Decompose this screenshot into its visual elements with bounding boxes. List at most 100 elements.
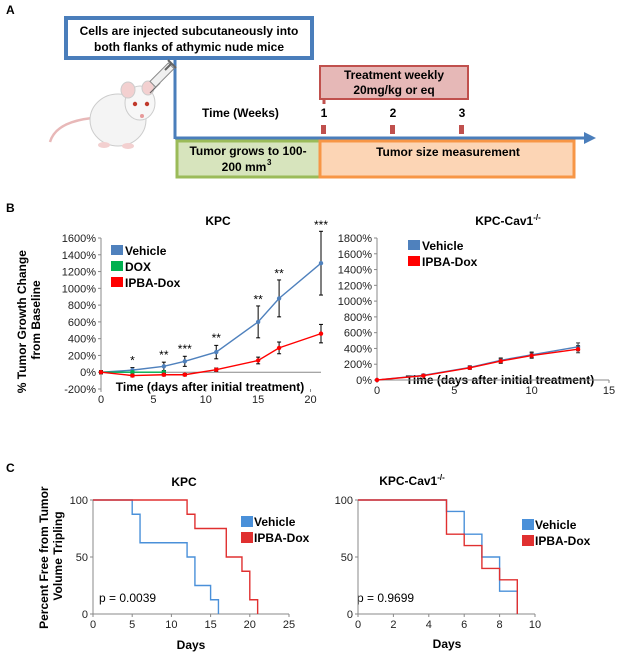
tumor-growth-text-line-1: Tumor grows to 100- (189, 144, 306, 158)
injection-text-line-1: Cells are injected subcutaneously into (80, 24, 299, 38)
x-tick-label-0: 0 (98, 394, 104, 406)
time-weeks-label: Time (Weeks) (202, 106, 279, 120)
chart-kpc-survival: KPC Percent Free from Tumor Volume Tripl… (37, 475, 310, 652)
chart-title-text: KPC-Cav1 (475, 214, 533, 228)
x-tick-label-8: 8 (497, 619, 503, 631)
x-axis-label: Time (days after initial treatment) (116, 380, 305, 394)
chart-title-superscript: -/- (533, 213, 541, 222)
data-point-ipba-dox (214, 367, 219, 372)
data-point-ipba-dox (575, 347, 581, 352)
survival-curve-vehicle (93, 499, 220, 614)
tumor-growth-superscript: 3 (267, 158, 272, 167)
y-tick-label-0: 0% (356, 375, 372, 387)
panel-label-a: A (6, 3, 15, 17)
legend-label-vehicle: Vehicle (422, 239, 464, 253)
y-tick-label-1600: 1600% (62, 233, 96, 245)
data-point-vehicle (255, 319, 261, 325)
x-axis-label: Days (177, 638, 206, 652)
legend-label-ipba-dox: IPBA-Dox (535, 534, 591, 548)
y-tick-label-800: 800% (68, 300, 96, 312)
chart-title-superscript: -/- (437, 473, 445, 482)
y-tick-label-0: 0 (347, 609, 353, 621)
chart-kpc-cav1-survival: KPC-Cav1-/- Days p = 0.9699 0 50 100 0 2 4 6 8 1… (335, 473, 591, 651)
y-axis-label: % Tumor Growth Change from Baseline (15, 247, 43, 393)
data-point-vehicle (276, 296, 282, 301)
x-tick-label-0: 0 (355, 619, 361, 631)
injection-text-line-2: both flanks of athymic nude mice (94, 40, 284, 54)
legend-label-ipba-dox: IPBA-Dox (422, 255, 478, 269)
y-tick-label-0: 0 (82, 609, 88, 621)
x-tick-label-0: 0 (374, 385, 380, 397)
y-axis-label-line-2: Volume Tripling (51, 511, 65, 600)
y-tick-label-1000: 1000% (338, 296, 372, 308)
series-line-ipba-dox (100, 332, 322, 377)
x-tick-label-5: 5 (129, 619, 135, 631)
data-point-ipba-dox (98, 370, 104, 375)
x-tick-label-25: 25 (283, 619, 295, 631)
chart-title: KPC-Cav1-/- (475, 213, 541, 228)
y-tick-label-1200: 1200% (62, 267, 96, 279)
x-tick-label-10: 10 (200, 394, 212, 406)
y-tick-label-50: 50 (76, 552, 88, 564)
y-tick-label-600: 600% (68, 317, 96, 329)
y-tick-label-400: 400% (344, 343, 372, 355)
legend-swatch-ipba-dox (241, 532, 253, 543)
legend-label-vehicle: Vehicle (125, 244, 167, 258)
survival-curve-ipba-dox (93, 499, 259, 614)
significance-marker: ** (253, 292, 263, 306)
week-tick-mark-3 (459, 125, 464, 134)
legend-label-ipba-dox: IPBA-Dox (254, 531, 310, 545)
x-tick-label-15: 15 (603, 385, 615, 397)
chart-kpc-tumor-growth: KPC % Tumor Growth Change from Baseline … (15, 214, 328, 406)
y-axis-label: Percent Free from Tumor Volume Tripling (37, 483, 65, 629)
y-tick-label-1200: 1200% (338, 280, 372, 292)
y-tick-label-1000: 1000% (62, 283, 96, 295)
x-tick-label-5: 5 (150, 394, 156, 406)
legend-swatch-vehicle (241, 516, 253, 527)
data-point-vehicle (161, 364, 167, 369)
legend-label-ipba-dox: IPBA-Dox (125, 276, 181, 290)
data-point-ipba-dox (467, 365, 472, 370)
y-axis-label-line-2: from Baseline (29, 280, 43, 360)
data-point-ipba-dox (276, 345, 282, 351)
treatment-box (319, 65, 469, 100)
legend: Vehicle DOX IPBA-Dox (111, 244, 181, 290)
p-value: p = 0.9699 (357, 591, 414, 605)
legend-swatch-vehicle (111, 245, 123, 255)
tumor-growth-text-line-2: 200 mm (222, 160, 267, 174)
data-point-vehicle (214, 349, 219, 355)
legend-swatch-vehicle (408, 240, 420, 250)
legend-swatch-ipba-dox (408, 256, 420, 266)
y-tick-label-200: 200% (68, 350, 96, 362)
timeline-arrowhead-icon (584, 132, 596, 144)
x-tick-label-4: 4 (426, 619, 432, 631)
chart-title: KPC (205, 214, 231, 228)
x-tick-label-0: 0 (90, 619, 96, 631)
mouse-illustration (48, 80, 156, 149)
chart-kpc-cav1-tumor-growth: KPC-Cav1-/- Time (days after initial tre… (338, 213, 615, 397)
panel-label-b: B (6, 201, 15, 215)
x-tick-label-5: 5 (451, 385, 457, 397)
chart-title: KPC (171, 475, 197, 489)
legend-label-vehicle: Vehicle (254, 515, 296, 529)
significance-marker: ** (212, 331, 222, 345)
y-tick-label-200: -200% (64, 384, 96, 396)
y-tick-label-50: 50 (341, 552, 353, 564)
chart-title: KPC-Cav1-/- (379, 473, 445, 488)
week-tick-label-1: 1 (321, 106, 328, 120)
data-point-dox (130, 370, 135, 375)
x-tick-label-2: 2 (390, 619, 396, 631)
y-axis-label-line-1: % Tumor Growth Change (15, 250, 29, 393)
significance-marker: ** (274, 266, 284, 280)
data-point-ipba-dox (161, 372, 167, 377)
tumor-measurement-box (318, 139, 576, 179)
legend-swatch-vehicle (522, 519, 534, 530)
significance-marker: *** (178, 342, 192, 356)
tumor-growth-box (175, 139, 322, 179)
injection-box (64, 16, 314, 60)
legend-label-dox: DOX (125, 260, 151, 274)
week-tick-mark-2 (390, 125, 395, 134)
significance-marker: *** (314, 218, 328, 232)
significance-marker: ** (159, 348, 169, 362)
y-tick-label-1400: 1400% (62, 250, 96, 262)
